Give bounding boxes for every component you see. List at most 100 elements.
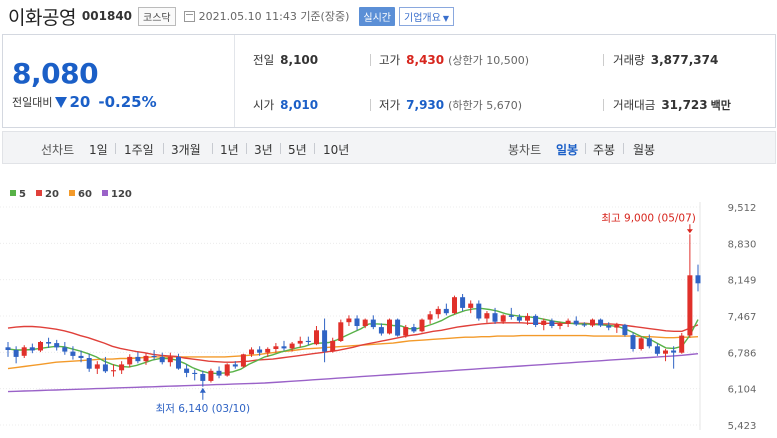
candle-up: [679, 335, 685, 353]
chevron-down-icon: ▼: [442, 13, 449, 23]
line-chart-label: 선차트: [41, 143, 75, 157]
candle-down: [176, 356, 181, 369]
candle-up: [687, 275, 693, 336]
candle-up: [119, 364, 125, 371]
divider: [246, 143, 247, 154]
candle-down: [476, 303, 482, 319]
calendar-icon: [183, 10, 195, 22]
candle-up: [590, 319, 595, 326]
candle-down: [533, 315, 539, 325]
divider: [603, 54, 604, 66]
chart-svg: 5 20 60 120 9,512 8,830 8,149 7,467 6,786 6,104 5…: [0, 189, 757, 432]
candle-down: [29, 347, 35, 351]
price-panel: 8,080 전일대비 20 -0.25% 전일 8,100 고가 8,430 (…: [2, 34, 776, 128]
legend-label-5: 5: [19, 189, 26, 200]
candle-down: [549, 320, 555, 326]
candle-up: [468, 303, 474, 308]
period-tab-10y[interactable]: 10년: [323, 143, 350, 157]
period-tab-1d[interactable]: 1일: [89, 143, 108, 157]
divider: [603, 99, 604, 111]
annotation-low: 최저 6,140 (03/10): [156, 403, 251, 415]
candle-up: [273, 346, 279, 349]
candle-down: [354, 318, 360, 326]
legend-swatch-60: [69, 190, 75, 196]
divider: [585, 143, 586, 154]
candle-down: [192, 372, 198, 374]
divider: [370, 54, 371, 66]
candle-tab-monthly[interactable]: 월봉: [633, 143, 656, 157]
candle-up: [663, 350, 668, 354]
candle-down: [200, 374, 206, 381]
prev-close-value: 8,100: [280, 53, 319, 67]
y-axis-ticks: 9,512 8,830 8,149 7,467 6,786 6,104 5,423: [728, 203, 757, 432]
high-value: 8,430: [406, 53, 445, 67]
period-tab-1w[interactable]: 1주일: [124, 143, 154, 157]
candle-down: [370, 319, 376, 328]
candle-up: [111, 370, 116, 372]
realtime-button[interactable]: 실시간: [359, 6, 395, 26]
candle-down: [62, 347, 68, 352]
candle-down: [5, 347, 11, 350]
volume-cell: 거래량 3,877,374: [613, 52, 718, 68]
volume-value: 3,877,374: [650, 53, 719, 67]
period-tab-1y[interactable]: 1년: [220, 143, 239, 157]
legend-swatch-120: [102, 190, 108, 196]
y-tick-label: 7,467: [728, 312, 757, 323]
candle-tab-weekly[interactable]: 주봉: [593, 143, 616, 157]
period-tab-3m[interactable]: 3개월: [171, 143, 201, 157]
annotation-high-arrowhead: [686, 229, 693, 234]
candle-up: [224, 364, 230, 376]
candle-up: [167, 356, 173, 363]
change-amount: 20: [69, 93, 91, 111]
lower-limit: (하한가 5,670): [448, 99, 523, 112]
candle-up: [94, 364, 100, 369]
high-label: 고가: [379, 53, 401, 67]
high-cell: 고가 8,430 (상한가 10,500): [379, 52, 529, 68]
candle-up: [557, 323, 563, 326]
candle-down: [159, 356, 165, 363]
legend-swatch-5: [10, 190, 16, 196]
divider: [280, 143, 281, 154]
ma120-line: [7, 353, 699, 393]
candle-tab-daily[interactable]: 일봉: [556, 143, 579, 157]
candle-up: [265, 348, 271, 353]
candle-up: [435, 308, 441, 315]
datetime-text: 2021.05.10 11:43 기준(장중): [198, 10, 350, 23]
candle-up: [362, 319, 368, 326]
candle-down: [281, 346, 287, 349]
company-overview-button[interactable]: 기업개요 ▼: [399, 6, 454, 26]
candle-down: [598, 319, 604, 326]
period-tab-5y[interactable]: 5년: [288, 143, 307, 157]
period-tab-3y[interactable]: 3년: [254, 143, 273, 157]
stock-name: 이화공영: [8, 6, 76, 29]
legend-label-120: 120: [111, 189, 132, 200]
candle-up: [419, 319, 425, 332]
ma20-line: [7, 322, 699, 363]
candle-up: [484, 313, 490, 319]
candle-down: [646, 338, 652, 347]
candle-down: [151, 355, 157, 357]
candle-up: [330, 340, 336, 352]
candle-down: [581, 324, 587, 326]
chart-grid: [0, 202, 701, 430]
ma5-line: [7, 307, 699, 375]
candle-down: [257, 349, 263, 353]
low-label: 저가: [379, 98, 401, 112]
period-bar: 선차트 1일 1주일 3개월 1년 3년 5년 10년 봉차트 일봉 주봉 월봉: [2, 131, 776, 164]
candle-down: [70, 351, 76, 356]
change-percent: -0.25%: [98, 93, 157, 111]
legend-label-60: 60: [78, 189, 92, 200]
candle-down: [508, 315, 514, 317]
candle-down: [695, 275, 701, 284]
upper-limit: (상한가 10,500): [448, 54, 530, 67]
candle-up: [289, 343, 295, 349]
candle-down: [46, 342, 52, 344]
candle-down: [654, 346, 660, 354]
candle-up: [127, 356, 133, 365]
candle-up: [614, 324, 620, 328]
candle-up: [208, 370, 214, 381]
candle-up: [38, 342, 43, 351]
candle-down: [378, 327, 384, 334]
current-price: 8,080: [12, 57, 99, 90]
ma60-line: [7, 334, 699, 370]
